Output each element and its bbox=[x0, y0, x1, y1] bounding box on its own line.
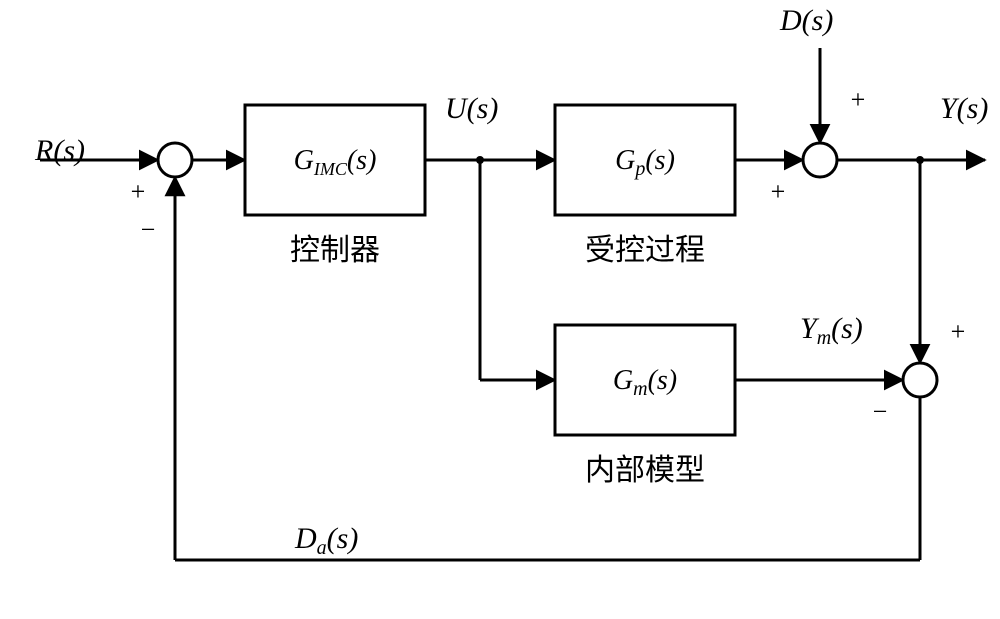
sign-sum2-plus-top: + bbox=[851, 85, 866, 114]
signal-Y: Y(s) bbox=[940, 92, 988, 125]
block-controller-sublabel: 控制器 bbox=[290, 234, 380, 267]
signal-U: U(s) bbox=[445, 92, 498, 125]
signal-Da: Da(s) bbox=[294, 522, 358, 559]
tap-U bbox=[476, 156, 484, 164]
block-process-label: Gp(s) bbox=[615, 145, 675, 180]
sign-sum1-minus: − bbox=[141, 215, 156, 244]
block-model-sublabel: 内部模型 bbox=[585, 454, 705, 487]
signal-R: R(s) bbox=[34, 134, 85, 167]
sign-sum2-plus-left: + bbox=[771, 177, 786, 206]
sum-sum1 bbox=[158, 143, 192, 177]
tap-Y bbox=[916, 156, 924, 164]
signal-Ym: Ym(s) bbox=[800, 312, 863, 349]
sum-sum2 bbox=[803, 143, 837, 177]
block-process-sublabel: 受控过程 bbox=[585, 234, 705, 267]
signal-D: D(s) bbox=[779, 4, 833, 37]
sign-sum3-plus: + bbox=[951, 317, 966, 346]
sum-sum3 bbox=[903, 363, 937, 397]
sign-sum1-plus: + bbox=[131, 177, 146, 206]
sign-sum3-minus: − bbox=[873, 397, 888, 426]
